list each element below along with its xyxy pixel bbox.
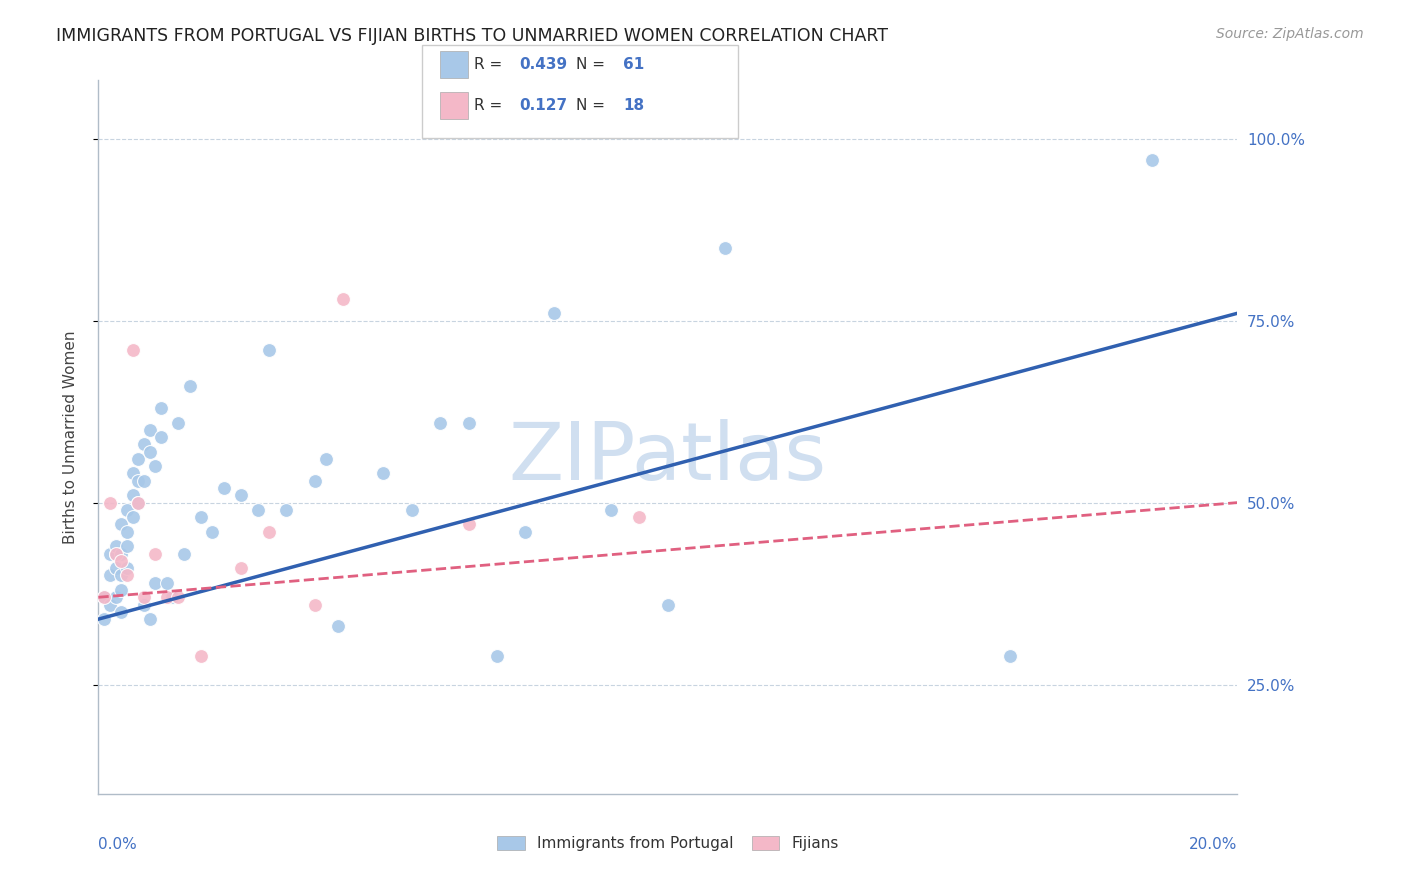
Text: N =: N = [576,98,610,112]
Point [543,306,565,320]
Point [657,598,679,612]
Point [190,648,212,663]
Point [229,488,252,502]
Point [1140,153,1163,168]
Point [127,495,149,509]
Legend: Immigrants from Portugal, Fijians: Immigrants from Portugal, Fijians [491,830,845,857]
Point [486,648,509,663]
Point [132,598,155,612]
Point [179,379,201,393]
Text: 0.0%: 0.0% [98,837,138,852]
Point [121,488,143,502]
Point [167,591,190,605]
Point [127,495,149,509]
Point [628,510,651,524]
Point [304,474,326,488]
Point [145,575,167,590]
Point [110,568,132,582]
Point [104,547,127,561]
Point [110,605,132,619]
Point [373,467,395,481]
Point [110,517,132,532]
Point [304,598,326,612]
Point [156,591,179,605]
Point [104,547,127,561]
Point [173,547,195,561]
Point [115,503,138,517]
Point [429,416,451,430]
Point [110,582,132,597]
Point [115,524,138,539]
Text: 61: 61 [623,57,644,71]
Point [110,554,132,568]
Point [332,292,354,306]
Point [110,547,132,561]
Point [145,459,167,474]
Point [104,591,127,605]
Text: ZIPatlas: ZIPatlas [509,419,827,498]
Point [115,539,138,553]
Point [127,474,149,488]
Text: 0.127: 0.127 [519,98,567,112]
Point [104,539,127,553]
Point [145,547,167,561]
Point [246,503,269,517]
Point [98,547,121,561]
Point [93,591,115,605]
Point [457,517,479,532]
Point [167,416,190,430]
Point [201,524,224,539]
Point [714,241,737,255]
Text: IMMIGRANTS FROM PORTUGAL VS FIJIAN BIRTHS TO UNMARRIED WOMEN CORRELATION CHART: IMMIGRANTS FROM PORTUGAL VS FIJIAN BIRTH… [56,27,889,45]
Point [98,598,121,612]
Point [156,575,179,590]
Point [132,437,155,451]
Point [127,451,149,466]
Point [132,474,155,488]
Point [98,495,121,509]
Point [121,467,143,481]
Point [259,343,281,357]
Point [121,510,143,524]
Point [150,430,173,444]
Point [132,591,155,605]
Point [326,619,349,633]
Point [600,503,623,517]
Point [150,401,173,415]
Point [162,591,184,605]
Point [457,416,479,430]
Y-axis label: Births to Unmarried Women: Births to Unmarried Women [63,330,77,544]
Point [259,524,281,539]
Text: 20.0%: 20.0% [1189,837,1237,852]
Point [515,524,537,539]
Point [315,451,337,466]
Point [190,510,212,524]
Point [98,568,121,582]
Point [229,561,252,575]
Point [138,444,160,458]
Point [104,561,127,575]
Text: N =: N = [576,57,610,71]
Text: R =: R = [474,57,508,71]
Point [138,423,160,437]
Text: 18: 18 [623,98,644,112]
Point [276,503,298,517]
Text: Source: ZipAtlas.com: Source: ZipAtlas.com [1216,27,1364,41]
Point [115,561,138,575]
Point [93,591,115,605]
Point [93,612,115,626]
Point [121,343,143,357]
Point [115,568,138,582]
Point [212,481,235,495]
Point [401,503,423,517]
Point [138,612,160,626]
Text: R =: R = [474,98,508,112]
Point [998,648,1021,663]
Text: 0.439: 0.439 [519,57,567,71]
